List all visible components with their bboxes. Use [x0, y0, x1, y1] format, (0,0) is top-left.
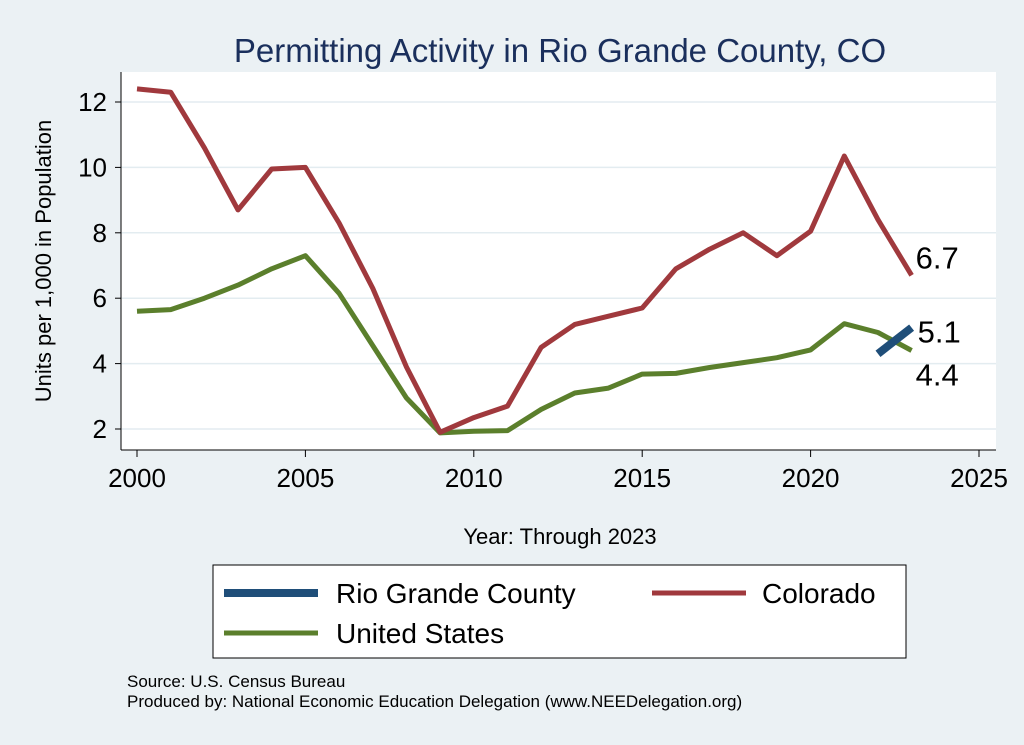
- legend-label-united-states: United States: [336, 618, 504, 649]
- x-tick-label: 2025: [950, 463, 1008, 493]
- x-tick-label: 2015: [613, 463, 671, 493]
- legend-label-rio-grande-county: Rio Grande County: [336, 578, 576, 609]
- y-tick-label: 2: [93, 414, 107, 444]
- x-tick-label: 2020: [782, 463, 840, 493]
- series-line-colorado: [136, 86, 914, 435]
- y-tick-label: 12: [78, 87, 107, 117]
- y-tick-label: 6: [93, 283, 107, 313]
- y-tick-label: 8: [93, 218, 107, 248]
- source-note: Source: U.S. Census Bureau Produced by: …: [127, 672, 742, 712]
- series-line-rio-grande-county: [875, 324, 915, 357]
- end-value-label: 6.7: [916, 240, 959, 275]
- series-line-united-states: [136, 253, 913, 436]
- x-tick-label: 2000: [108, 463, 166, 493]
- end-value-label: 4.4: [916, 358, 959, 393]
- producer-line: Produced by: National Economic Education…: [127, 692, 743, 711]
- axes: 2 4 6 8 10 12 2000 2005 2010 2015 2020 2025: [78, 72, 1008, 493]
- x-axis-label: Year: Through 2023: [463, 524, 656, 549]
- legend-label-colorado: Colorado: [762, 578, 876, 609]
- y-tick-label: 4: [93, 349, 107, 379]
- end-labels: 5.1 6.7 4.4: [916, 240, 961, 392]
- plot-area: [121, 72, 996, 450]
- y-tick-label: 10: [78, 152, 107, 182]
- series-layer: [136, 86, 915, 436]
- legend: Rio Grande County Colorado United States: [212, 564, 907, 659]
- y-axis-label: Units per 1,000 in Population: [31, 120, 56, 403]
- end-value-label: 5.1: [918, 315, 961, 350]
- source-line: Source: U.S. Census Bureau: [127, 672, 346, 691]
- x-tick-label: 2005: [276, 463, 334, 493]
- x-tick-label: 2010: [445, 463, 503, 493]
- gridlines: [121, 101, 996, 430]
- chart-title: Permitting Activity in Rio Grande County…: [234, 32, 886, 69]
